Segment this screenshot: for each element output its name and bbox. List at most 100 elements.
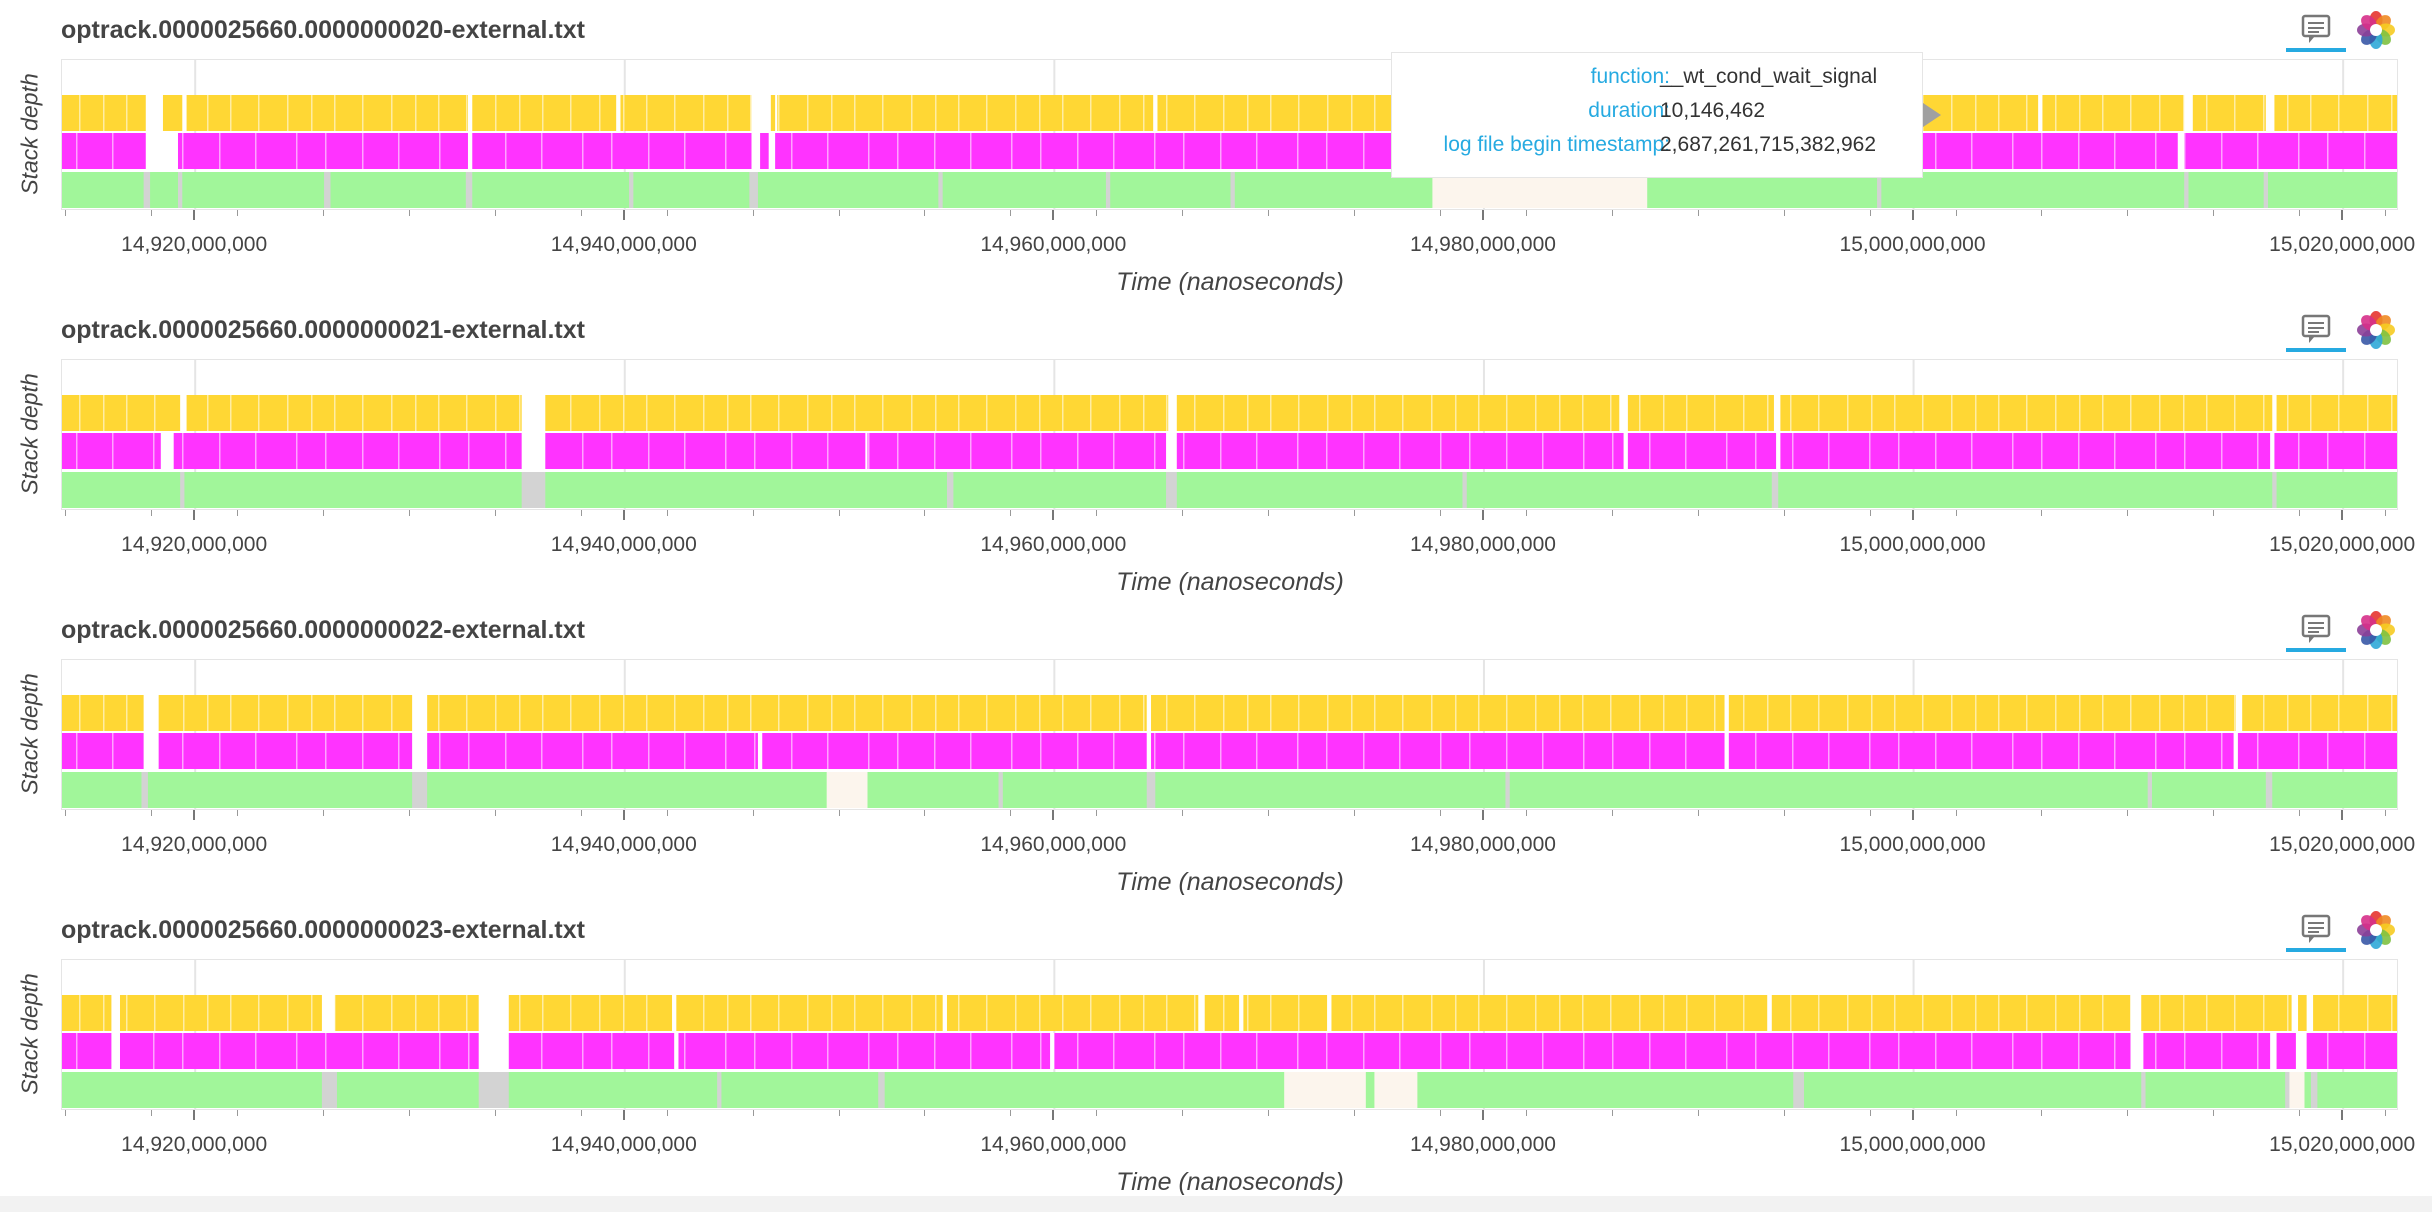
call-boundary — [1818, 695, 1820, 731]
stack-level-3-gap — [942, 995, 947, 1031]
call-boundary — [255, 733, 257, 769]
plot-area[interactable] — [61, 359, 2398, 510]
call-boundary — [325, 433, 327, 469]
call-boundary — [1062, 995, 1064, 1031]
x-minor-tick — [752, 510, 754, 516]
call-boundary — [1559, 995, 1561, 1031]
call-boundary — [935, 395, 937, 431]
stack-level-3-bar[interactable] — [62, 695, 2398, 731]
call-boundary — [1166, 395, 1168, 431]
call-boundary — [112, 1033, 114, 1069]
stack-level-3-gap — [478, 995, 509, 1031]
call-boundary — [126, 695, 128, 731]
stack-level-1-bar[interactable] — [62, 472, 2398, 508]
stack-level-3-bar[interactable] — [62, 995, 2398, 1031]
bokeh-logo-icon[interactable] — [2356, 910, 2396, 950]
call-boundary — [1223, 995, 1225, 1031]
call-boundary — [334, 995, 336, 1031]
call-boundary — [1998, 695, 2000, 731]
call-boundary — [2206, 995, 2208, 1031]
bokeh-logo-icon[interactable] — [2356, 310, 2396, 350]
x-minor-tick — [2385, 810, 2387, 816]
call-boundary — [1610, 395, 1612, 431]
stack-chart-svg[interactable] — [62, 660, 2398, 810]
call-boundary — [2055, 695, 2057, 731]
call-boundary — [1374, 695, 1376, 731]
call-boundary — [1077, 1033, 1079, 1069]
call-boundary — [1818, 395, 1820, 431]
stack-level-2-bar[interactable] — [62, 433, 2398, 469]
bokeh-logo-icon[interactable] — [2356, 610, 2396, 650]
stack-level-3-gap — [1198, 995, 1205, 1031]
call-boundary — [1971, 433, 1973, 469]
stack-level-1-bar[interactable] — [62, 172, 2398, 208]
call-boundary — [725, 133, 727, 169]
tooltip-arrow-icon — [1923, 103, 1941, 127]
stack-chart-svg[interactable] — [62, 360, 2398, 510]
stack-level-1-bar[interactable] — [62, 1072, 2398, 1108]
stack-level-2-gap — [865, 433, 868, 469]
call-boundary — [2078, 133, 2080, 169]
hover-tool-button[interactable] — [2286, 308, 2346, 352]
hover-tool-button[interactable] — [2286, 908, 2346, 952]
call-boundary — [750, 95, 752, 131]
call-boundary — [153, 433, 155, 469]
call-boundary — [258, 695, 260, 731]
x-minor-tick — [1611, 210, 1613, 216]
stack-chart-svg[interactable] — [62, 60, 2398, 210]
call-boundary — [542, 95, 544, 131]
stack-level-3-bar[interactable] — [62, 95, 2398, 131]
call-boundary — [76, 133, 78, 169]
stack-level-3-gap — [1327, 995, 1332, 1031]
call-boundary — [1898, 433, 1900, 469]
call-boundary — [2263, 995, 2265, 1031]
stack-chart-svg[interactable] — [62, 960, 2398, 1110]
call-boundary — [1610, 995, 1612, 1031]
x-minor-tick — [408, 1110, 410, 1116]
call-boundary — [2234, 995, 2236, 1031]
call-boundary — [1143, 395, 1145, 431]
call-boundary — [1015, 695, 1017, 731]
stack-level-1-gap — [478, 1072, 509, 1108]
call-boundary — [495, 995, 497, 1031]
bokeh-logo-icon[interactable] — [2356, 10, 2396, 50]
plot-area[interactable] — [61, 659, 2398, 810]
call-boundary — [296, 733, 298, 769]
call-boundary — [935, 695, 937, 731]
call-boundary — [2155, 433, 2157, 469]
call-boundary — [2310, 995, 2312, 1031]
call-boundary — [230, 395, 232, 431]
call-boundary — [1898, 1033, 1900, 1069]
stack-level-2-bar[interactable] — [62, 733, 2398, 769]
call-boundary — [1663, 995, 1665, 1031]
bokeh-logo-svg — [2357, 11, 2395, 49]
call-boundary — [468, 133, 470, 169]
stack-level-3-gap — [2291, 995, 2299, 1031]
plot-area[interactable] — [61, 959, 2398, 1110]
call-boundary — [831, 395, 833, 431]
x-major-tick — [2341, 1110, 2344, 1120]
call-boundary — [934, 133, 936, 169]
tooltip-value-timestamp: 2,687,261,715,382,962 — [1660, 133, 1877, 156]
call-boundary — [2184, 1033, 2186, 1069]
x-tick-label: 14,920,000,000 — [121, 533, 268, 556]
call-boundary — [258, 95, 260, 131]
plot-area[interactable] — [61, 59, 2398, 210]
hovered-function-bar[interactable] — [1432, 172, 1648, 208]
stack-level-2-bar[interactable] — [62, 1033, 2398, 1069]
call-boundary — [2234, 395, 2236, 431]
call-boundary — [623, 95, 625, 131]
hover-tool-button[interactable] — [2286, 8, 2346, 52]
stack-level-3-bar[interactable] — [62, 395, 2398, 431]
call-boundary — [126, 95, 128, 131]
hover-tool-button[interactable] — [2286, 608, 2346, 652]
stack-level-2-bar[interactable] — [62, 133, 2398, 169]
call-boundary — [911, 995, 913, 1031]
stack-level-2-gap — [1776, 433, 1781, 469]
call-boundary — [2012, 1033, 2014, 1069]
call-boundary — [897, 1033, 899, 1069]
x-major-tick — [622, 1110, 625, 1120]
call-boundary — [1154, 1033, 1156, 1069]
call-boundary — [1399, 433, 1401, 469]
stack-level-1-bar[interactable] — [62, 772, 2398, 808]
